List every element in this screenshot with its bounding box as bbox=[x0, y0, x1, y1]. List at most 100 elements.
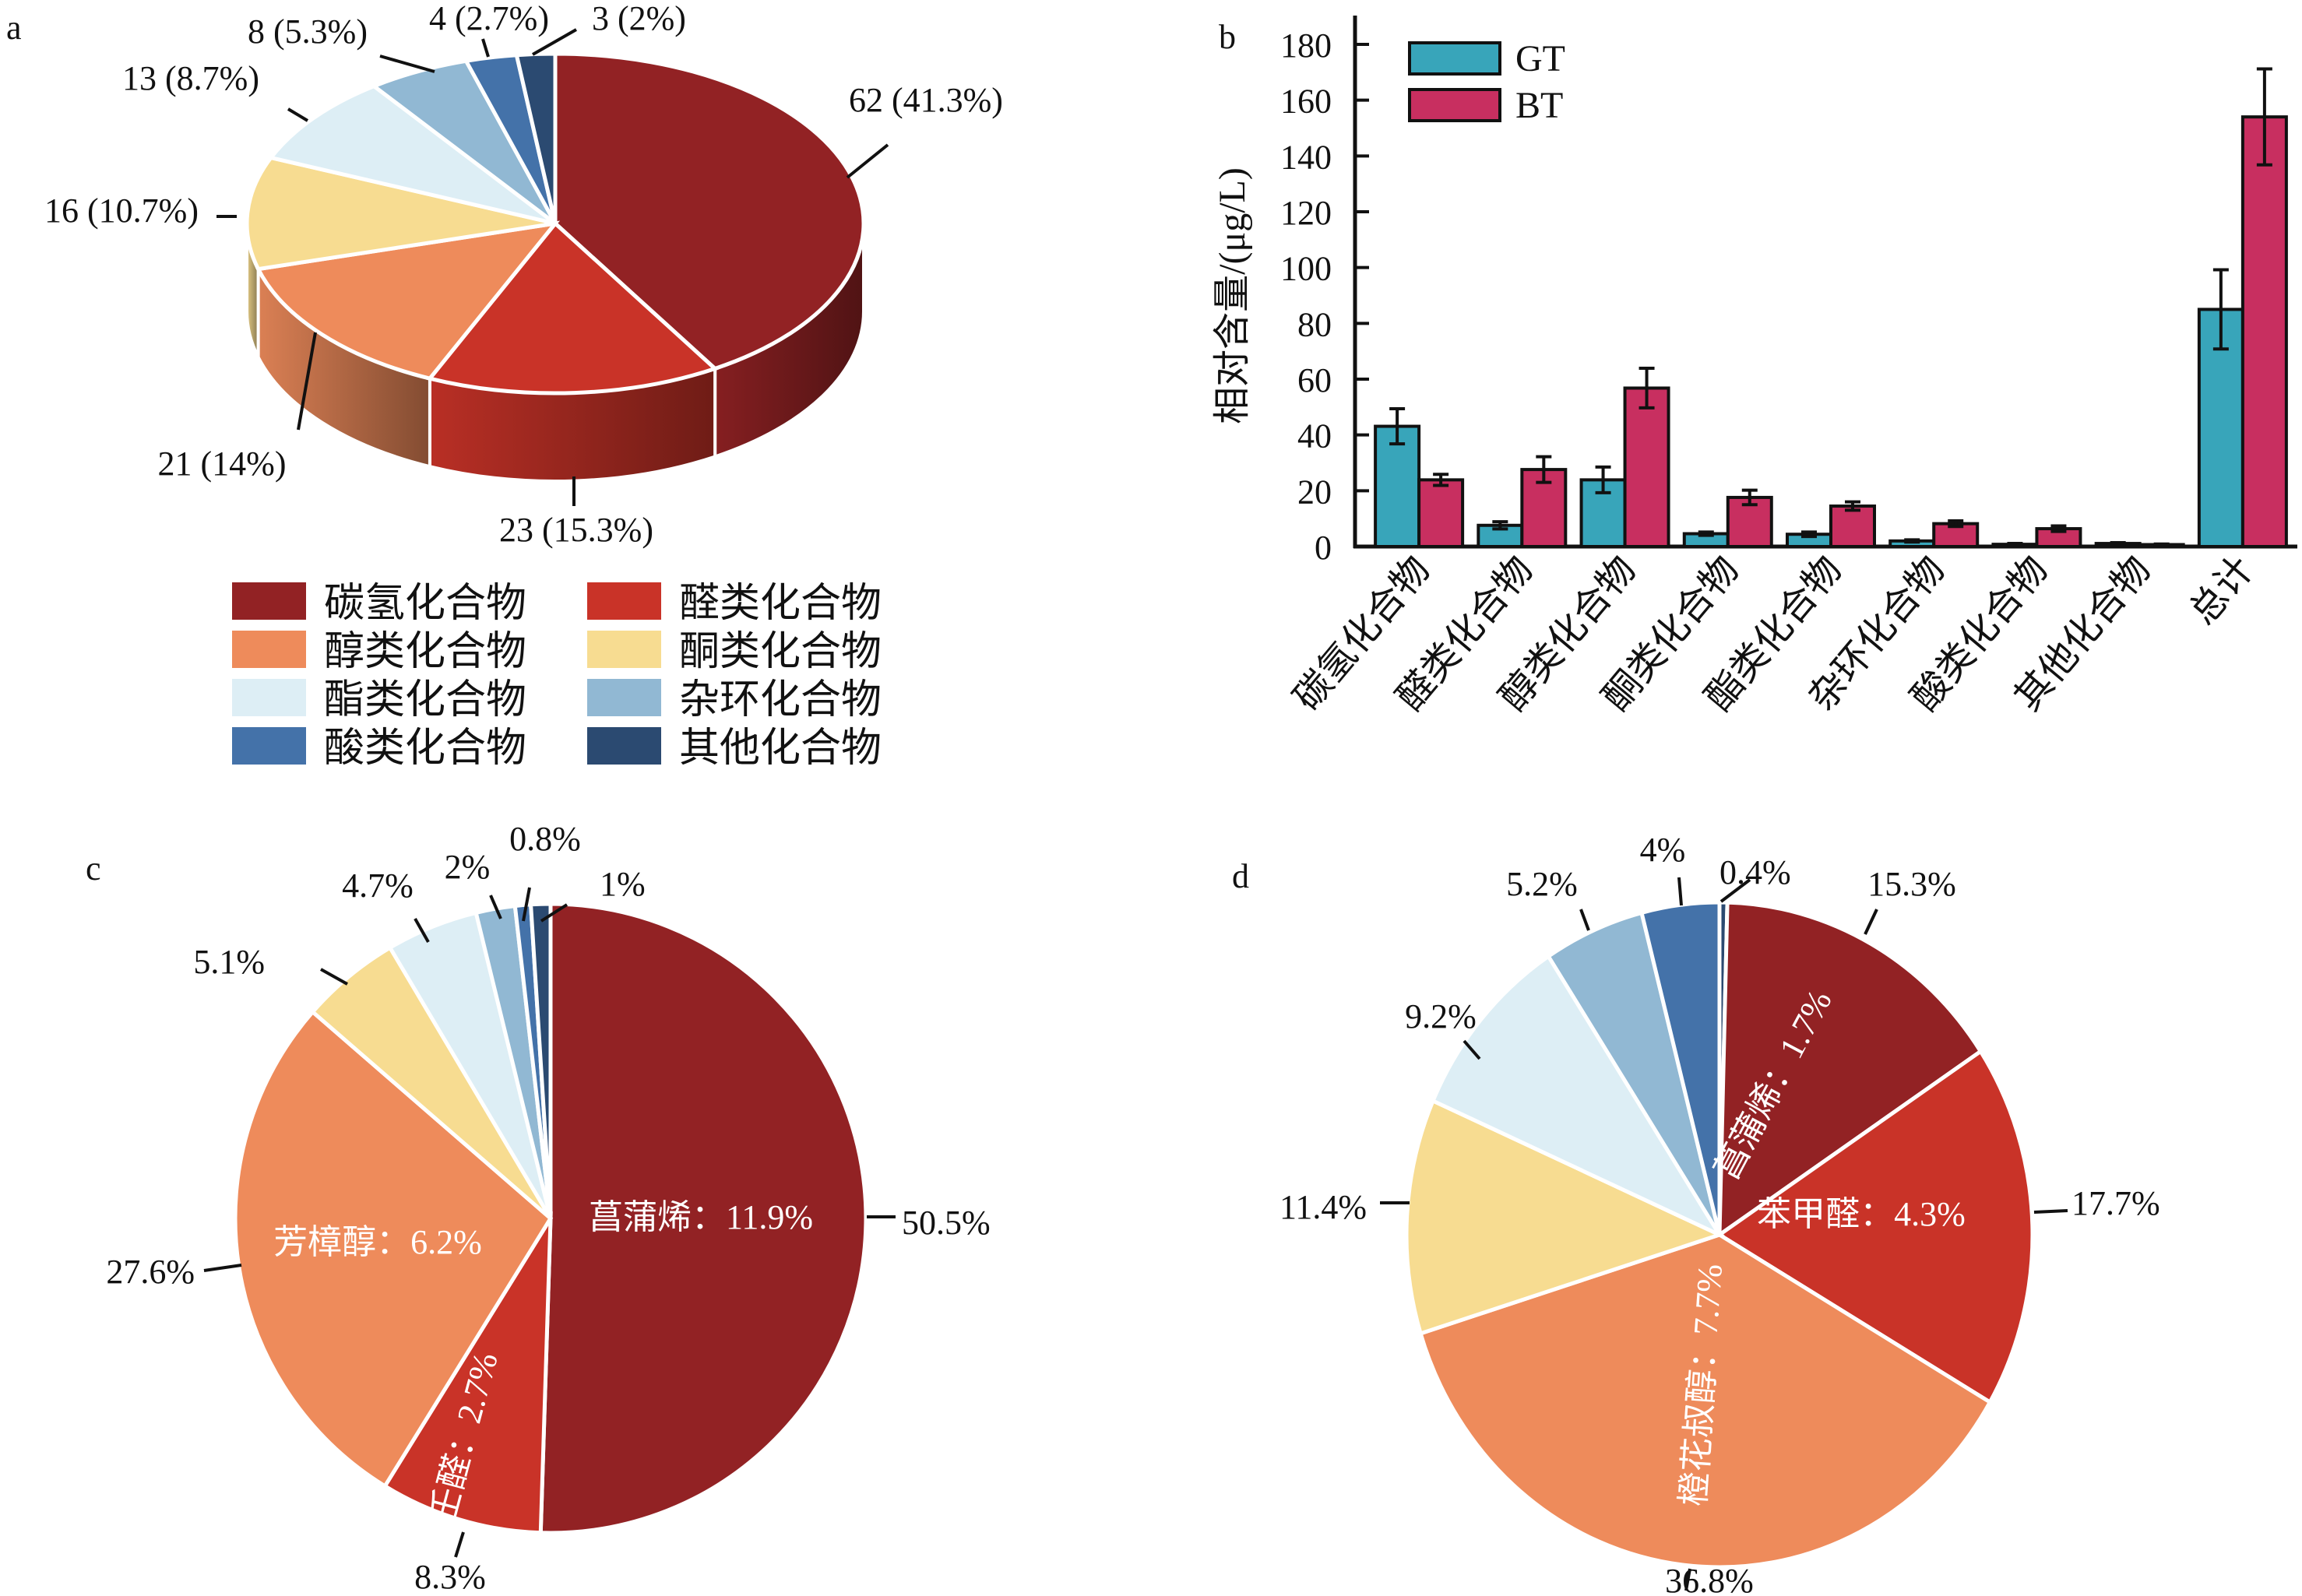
legend-label: 碳氢化合物 bbox=[324, 582, 526, 626]
legend-label: GT bbox=[1515, 38, 1565, 79]
leader-line bbox=[454, 1531, 465, 1558]
legend-label: 醛类化合物 bbox=[679, 582, 882, 626]
legend-item: 酯类化合物 bbox=[232, 678, 526, 722]
pie-chart-a: 62 (41.3%) 23 (15.3%) 21 (14%) 16 (10.7%) 13… bbox=[44, 0, 1003, 549]
legend-swatch-GT bbox=[1408, 41, 1501, 76]
pie-a-slice-ketone bbox=[245, 155, 556, 272]
legend-swatch-ketone bbox=[587, 631, 661, 668]
y-tick-label: 20 bbox=[1297, 473, 1332, 511]
leader-line bbox=[297, 332, 317, 431]
leader-line bbox=[1677, 877, 1683, 906]
legend-item: 杂环化合物 bbox=[587, 678, 882, 722]
pie-chart-c: 50.5%8.3%27.6%5.1%4.7% 2%0.8%1%菖蒲烯：11.9%壬… bbox=[106, 820, 990, 1596]
pie-chart-d: 0.4% 15.3%17.7%36.8%11.4%9.2%5.2%4%菖蒲烯：1.… bbox=[1279, 831, 2160, 1596]
y-tick-label: 180 bbox=[1280, 26, 1332, 65]
pie-a-slice-hydrocarbon bbox=[553, 51, 866, 371]
pie-d-slice-aldehyde bbox=[1716, 1048, 2035, 1405]
pie-a-data-label: 16 (10.7%) bbox=[44, 192, 199, 230]
pie-a-data-label: 3 (2%) bbox=[592, 0, 686, 37]
pie-a-slice-ester bbox=[267, 83, 557, 226]
bar-chart-b: 020406080100120140160180相对含量/(μg/L)碳氢化合物… bbox=[1212, 16, 2297, 719]
pie-d-slice-heterocycle bbox=[1545, 910, 1722, 1236]
pie-a-slice-aldehyde bbox=[426, 220, 719, 395]
legend-label: 醇类化合物 bbox=[324, 630, 526, 674]
pie-d-data-label: 36.8% bbox=[1665, 1562, 1754, 1596]
pie-c-data-label: 1% bbox=[600, 865, 646, 903]
pie-c-data-label: 0.8% bbox=[509, 820, 581, 858]
leader-line bbox=[1463, 1039, 1481, 1060]
legend-label: 酮类化合物 bbox=[679, 630, 882, 674]
leader-line bbox=[379, 54, 435, 73]
legend-label: 其他化合物 bbox=[679, 726, 882, 771]
pie-a-slice-alcohol bbox=[255, 220, 561, 381]
pie-c-data-label: 5.1% bbox=[193, 943, 265, 981]
panel-label-a: a bbox=[6, 9, 22, 47]
legend-item: 醇类化合物 bbox=[232, 630, 526, 674]
pie-c-slice-other bbox=[528, 902, 553, 1219]
legend-swatch-aldehyde bbox=[587, 582, 661, 620]
leader-line bbox=[414, 918, 430, 943]
leader-line bbox=[320, 968, 348, 986]
leader-line bbox=[481, 38, 490, 58]
legend-swatch-alcohol bbox=[232, 631, 306, 668]
pie-d-data-label: 5.2% bbox=[1506, 865, 1578, 903]
pie-c-data-label: 2% bbox=[445, 848, 491, 886]
leader-line bbox=[1864, 909, 1878, 935]
leader-line bbox=[522, 887, 531, 922]
pie-c-slice-hydrocarbon bbox=[538, 902, 868, 1535]
pie-d-data-label: 17.7% bbox=[2071, 1184, 2160, 1222]
legend-swatch-hydrocarbon bbox=[232, 582, 306, 620]
bar-BT bbox=[1623, 386, 1670, 549]
pie-d-slice-ketone bbox=[1404, 1098, 1725, 1337]
pie-c-data-label: 50.5% bbox=[902, 1204, 991, 1242]
leader-line bbox=[2033, 1209, 2068, 1214]
y-tick-label: 100 bbox=[1280, 250, 1332, 288]
pie-c-data-label: 27.6% bbox=[106, 1253, 195, 1291]
slice-annotation: 苯甲醛：4.3% bbox=[1757, 1195, 1966, 1233]
y-tick-label: 160 bbox=[1280, 83, 1332, 121]
pie-a-data-label: 23 (15.3%) bbox=[499, 511, 653, 549]
pie-d-data-label: 9.2% bbox=[1405, 997, 1477, 1035]
leader-line bbox=[489, 895, 502, 919]
legend-swatch-acid bbox=[232, 727, 306, 765]
pie-c-data-label: 8.3% bbox=[414, 1558, 486, 1596]
legend-item: 酮类化合物 bbox=[587, 630, 882, 674]
y-tick-label: 140 bbox=[1280, 138, 1332, 176]
panel-label-b: b bbox=[1219, 18, 1236, 56]
x-tick-label: 总计 bbox=[2182, 549, 2262, 633]
panel-label-d: d bbox=[1232, 857, 1249, 895]
leader-line bbox=[1579, 909, 1590, 931]
pie-d-slice-hydrocarbon bbox=[1717, 900, 1983, 1239]
legend-item: 醛类化合物 bbox=[587, 582, 882, 626]
y-tick-label: 120 bbox=[1280, 194, 1332, 232]
legend-label: 杂环化合物 bbox=[679, 678, 882, 722]
legend-label: 酸类化合物 bbox=[324, 726, 526, 771]
legend-label: 酯类化合物 bbox=[324, 678, 526, 722]
leader-line bbox=[1719, 878, 1751, 903]
pie-c-slice-aldehyde bbox=[382, 1211, 553, 1535]
pie-d-data-label: 11.4% bbox=[1279, 1188, 1367, 1226]
pie-d-data-label: 0.4% bbox=[1719, 853, 1791, 891]
pie-d-data-label: 15.3% bbox=[1867, 865, 1956, 903]
slice-annotation: 菖蒲烯：11.9% bbox=[589, 1198, 813, 1236]
pie-a-data-label: 13 (8.7%) bbox=[122, 59, 259, 97]
panel-label-c: c bbox=[86, 849, 101, 888]
legend-label: BT bbox=[1515, 85, 1563, 126]
pie-a-data-label: 4 (2.7%) bbox=[429, 0, 549, 37]
y-axis-title: 相对含量/(μg/L) bbox=[1212, 167, 1253, 424]
leader-line bbox=[532, 28, 577, 56]
leader-line bbox=[846, 143, 889, 179]
legend-item: 其他化合物 bbox=[587, 726, 882, 771]
leader-line bbox=[540, 903, 568, 923]
legend-item: 碳氢化合物 bbox=[232, 582, 526, 626]
y-tick-label: 80 bbox=[1297, 305, 1332, 343]
y-tick-label: 40 bbox=[1297, 417, 1332, 455]
bar-BT bbox=[1417, 478, 1465, 549]
leader-line bbox=[203, 1264, 242, 1272]
leader-line bbox=[287, 107, 309, 122]
legend-item: 酸类化合物 bbox=[232, 726, 526, 771]
legend-swatch-other bbox=[587, 727, 661, 765]
pie-d-data-label: 4% bbox=[1640, 831, 1686, 869]
